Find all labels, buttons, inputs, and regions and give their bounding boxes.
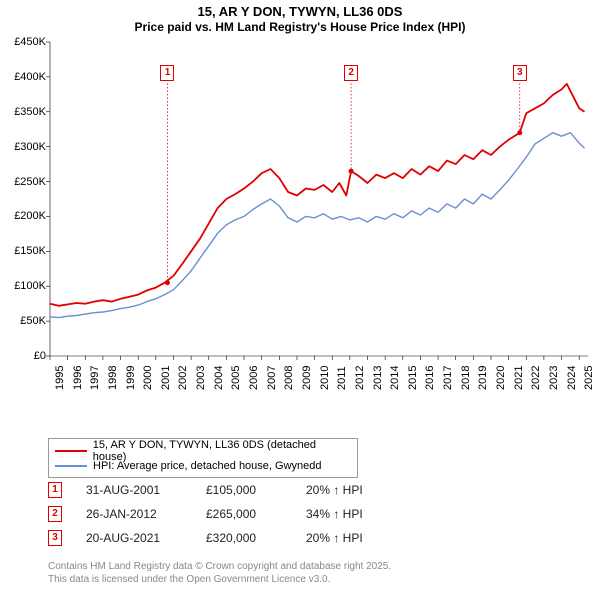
footer-attribution: Contains HM Land Registry data © Crown c… <box>48 561 391 586</box>
x-tick-label: 2016 <box>424 366 436 390</box>
x-tick-label: 2005 <box>230 366 242 390</box>
sale-marker-badge: 1 <box>160 65 174 81</box>
sale-event-row: 3 20-AUG-2021£320,00020% ↑ HPI <box>48 530 416 546</box>
footer-line-1: Contains HM Land Registry data © Crown c… <box>48 561 391 574</box>
x-tick-label: 2003 <box>195 366 207 390</box>
series-line <box>50 133 585 318</box>
x-tick-label: 2004 <box>213 366 225 390</box>
x-tick-label: 2001 <box>160 366 172 390</box>
sale-event-row: 1 31-AUG-2001£105,00020% ↑ HPI <box>48 482 416 498</box>
x-tick-label: 2011 <box>336 366 348 390</box>
event-date: 20-AUG-2021 <box>86 531 206 545</box>
y-tick-label: £400K <box>2 71 46 83</box>
event-price: £320,000 <box>206 531 306 545</box>
chart-area: £0 £50K £100K £150K £200K £250K £300K £350K £400… <box>0 38 600 394</box>
sale-marker-badge: 3 <box>513 65 527 81</box>
x-tick-label: 1997 <box>89 366 101 390</box>
legend-item: 15, AR Y DON, TYWYN, LL36 0DS (detached … <box>55 443 351 458</box>
sale-marker-badge: 2 <box>344 65 358 81</box>
x-tick-label: 2017 <box>442 366 454 390</box>
legend-label: HPI: Average price, detached house, Gwyn… <box>93 460 322 472</box>
legend: 15, AR Y DON, TYWYN, LL36 0DS (detached … <box>48 438 358 478</box>
y-tick-label: £150K <box>2 245 46 257</box>
y-tick-label: £250K <box>2 176 46 188</box>
footer-line-2: This data is licensed under the Open Gov… <box>48 574 391 587</box>
x-tick-label: 2012 <box>354 366 366 390</box>
y-tick-label: £350K <box>2 106 46 118</box>
x-tick-label: 2021 <box>513 366 525 390</box>
x-tick-label: 2022 <box>530 366 542 390</box>
x-tick-label: 1998 <box>107 366 119 390</box>
legend-item: HPI: Average price, detached house, Gwyn… <box>55 458 351 473</box>
y-tick-label: £200K <box>2 210 46 222</box>
x-tick-label: 1996 <box>72 366 84 390</box>
y-tick-label: £450K <box>2 36 46 48</box>
x-tick-label: 2024 <box>566 366 578 390</box>
x-tick-label: 2000 <box>142 366 154 390</box>
event-date: 26-JAN-2012 <box>86 507 206 521</box>
event-date: 31-AUG-2001 <box>86 483 206 497</box>
x-tick-label: 2007 <box>266 366 278 390</box>
chart-title: 15, AR Y DON, TYWYN, LL36 0DS Price paid… <box>0 0 600 35</box>
x-tick-label: 2023 <box>548 366 560 390</box>
y-tick-label: £0 <box>2 350 46 362</box>
event-price: £105,000 <box>206 483 306 497</box>
event-badge: 2 <box>48 506 62 522</box>
x-tick-label: 2006 <box>248 366 260 390</box>
line-chart-svg <box>0 38 600 394</box>
event-pct-vs-hpi: 20% ↑ HPI <box>306 531 416 545</box>
x-tick-label: 2019 <box>477 366 489 390</box>
title-line-2: Price paid vs. HM Land Registry's House … <box>0 20 600 36</box>
x-tick-label: 2018 <box>460 366 472 390</box>
x-tick-label: 2015 <box>407 366 419 390</box>
series-line <box>50 84 585 306</box>
x-tick-label: 2025 <box>583 366 595 390</box>
x-tick-label: 2014 <box>389 366 401 390</box>
x-tick-label: 1999 <box>125 366 137 390</box>
event-badge: 3 <box>48 530 62 546</box>
y-tick-label: £100K <box>2 280 46 292</box>
x-tick-label: 2008 <box>283 366 295 390</box>
sale-event-row: 2 26-JAN-2012£265,00034% ↑ HPI <box>48 506 416 522</box>
x-tick-label: 2020 <box>495 366 507 390</box>
legend-swatch <box>55 465 87 467</box>
y-tick-label: £50K <box>2 315 46 327</box>
x-tick-label: 2009 <box>301 366 313 390</box>
event-pct-vs-hpi: 20% ↑ HPI <box>306 483 416 497</box>
x-tick-label: 2002 <box>177 366 189 390</box>
sale-events-list: 131-AUG-2001£105,00020% ↑ HPI226-JAN-201… <box>48 482 416 554</box>
x-tick-label: 2013 <box>372 366 384 390</box>
event-pct-vs-hpi: 34% ↑ HPI <box>306 507 416 521</box>
event-price: £265,000 <box>206 507 306 521</box>
legend-swatch <box>55 450 87 452</box>
event-badge: 1 <box>48 482 62 498</box>
title-line-1: 15, AR Y DON, TYWYN, LL36 0DS <box>0 4 600 20</box>
x-tick-label: 1995 <box>54 366 66 390</box>
x-tick-label: 2010 <box>319 366 331 390</box>
y-tick-label: £300K <box>2 141 46 153</box>
